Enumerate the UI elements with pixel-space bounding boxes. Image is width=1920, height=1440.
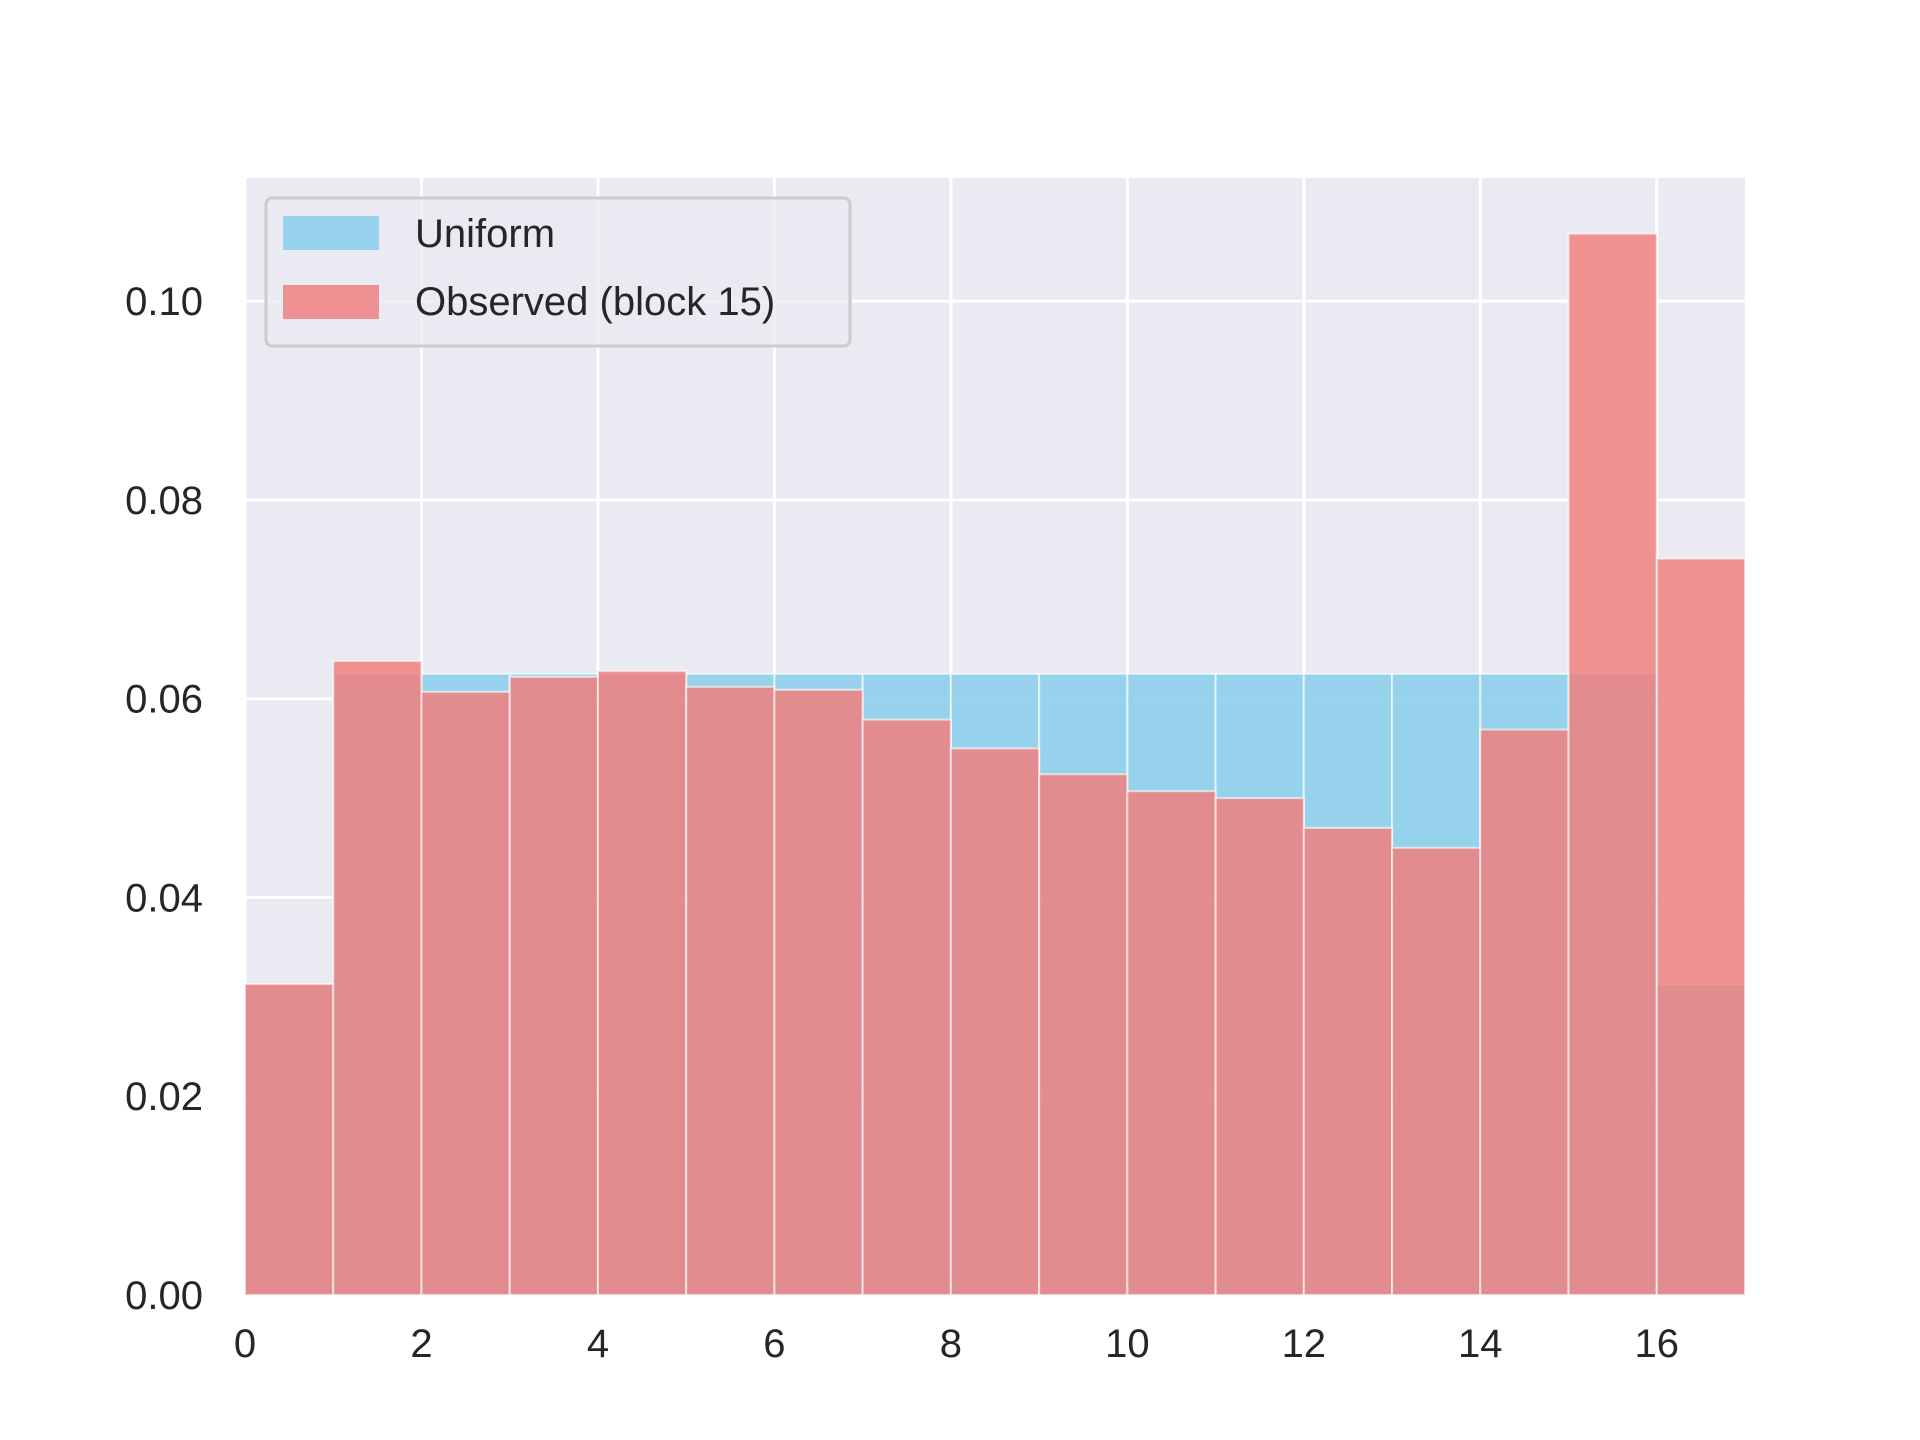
- observed-bar-9: [1038, 773, 1129, 1296]
- observed-bar-13: [1391, 846, 1482, 1296]
- legend-label-uniform: Uniform: [415, 212, 555, 256]
- x-tick-label-7: 14: [1458, 1322, 1503, 1366]
- x-tick-label-0: 0: [234, 1322, 256, 1366]
- observed-bar-6: [773, 688, 864, 1296]
- observed-bar-4: [596, 669, 688, 1296]
- legend-swatch-observed: [283, 285, 379, 319]
- observed-bar-11: [1214, 797, 1305, 1296]
- observed-bar-10: [1126, 790, 1217, 1296]
- y-tick-label-3: 0.06: [125, 678, 203, 722]
- observed-bar-0: [244, 982, 335, 1296]
- observed-bar-2: [420, 690, 511, 1296]
- observed-bar-16: [1655, 557, 1746, 1296]
- observed-bar-14: [1479, 728, 1570, 1296]
- y-tick-label-2: 0.04: [125, 876, 203, 920]
- y-axis-ticks: 0.00 0.02 0.04 0.06 0.08 0.10: [125, 280, 203, 1318]
- legend-label-observed: Observed (block 15): [415, 280, 775, 324]
- observed-series: [244, 232, 1746, 1297]
- x-tick-label-2: 4: [587, 1322, 609, 1366]
- y-tick-label-0: 0.00: [125, 1274, 203, 1318]
- observed-bar-7: [861, 718, 952, 1296]
- legend-box: [264, 196, 852, 348]
- x-tick-label-5: 10: [1105, 1322, 1150, 1366]
- y-tick-label-4: 0.08: [125, 479, 203, 523]
- observed-bar-12: [1302, 826, 1394, 1297]
- observed-bar-8: [949, 747, 1041, 1296]
- x-tick-label-6: 12: [1282, 1322, 1327, 1366]
- y-tick-label-1: 0.02: [125, 1075, 203, 1119]
- x-tick-label-4: 8: [940, 1322, 962, 1366]
- observed-bar-5: [685, 685, 776, 1296]
- legend: Uniform Observed (block 15): [264, 196, 852, 348]
- x-axis-ticks: 0 2 4 6 8 10 12 14 16: [234, 1322, 1679, 1366]
- x-tick-label-1: 2: [410, 1322, 432, 1366]
- y-tick-label-5: 0.10: [125, 280, 203, 324]
- observed-bar-3: [508, 675, 599, 1296]
- observed-bar-15: [1567, 232, 1658, 1296]
- legend-swatch-uniform: [283, 216, 379, 250]
- x-tick-label-3: 6: [763, 1322, 785, 1366]
- observed-bar-1: [332, 659, 423, 1296]
- x-tick-label-8: 16: [1635, 1322, 1680, 1366]
